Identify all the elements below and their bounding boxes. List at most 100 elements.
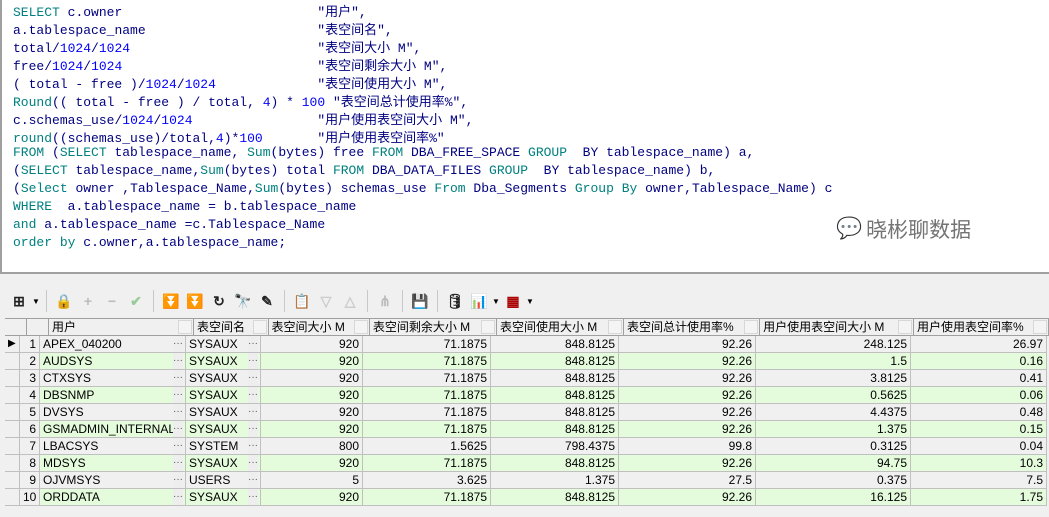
table-cell[interactable]: 71.1875: [363, 455, 491, 472]
column-filter-button[interactable]: [252, 320, 267, 334]
table-cell[interactable]: 0.375: [756, 472, 911, 489]
database-icon[interactable]: 🛢: [446, 292, 464, 309]
splitter[interactable]: [0, 276, 1049, 284]
table-cell[interactable]: GSMADMIN_INTERNAL ···: [40, 421, 186, 438]
table-cell[interactable]: 1.375: [491, 472, 619, 489]
table-cell[interactable]: 71.1875: [363, 336, 491, 353]
table-cell[interactable]: 920: [261, 489, 363, 506]
table-cell[interactable]: 71.1875: [363, 353, 491, 370]
table-cell[interactable]: APEX_040200 ···: [40, 336, 186, 353]
column-filter-button[interactable]: [608, 320, 623, 334]
table-cell[interactable]: 92.26: [619, 455, 756, 472]
fetch-last-icon[interactable]: ⏬: [186, 292, 204, 309]
table-row[interactable]: ▶ 1 APEX_040200 ··· SYSAUX ··· 920 71.1875 848.8…: [5, 336, 1049, 353]
table-cell[interactable]: 848.8125: [491, 387, 619, 404]
table-cell[interactable]: OJVMSYS ···: [40, 472, 186, 489]
table-cell[interactable]: DBSNMP ···: [40, 387, 186, 404]
table-cell[interactable]: 94.75: [756, 455, 911, 472]
table-cell[interactable]: 0.06: [911, 387, 1047, 404]
ellipsis-button[interactable]: ···: [248, 489, 258, 505]
table-cell[interactable]: 798.4375: [491, 438, 619, 455]
table-cell[interactable]: USERS ···: [186, 472, 261, 489]
ellipsis-button[interactable]: ···: [173, 489, 183, 505]
ellipsis-button[interactable]: ···: [248, 455, 258, 471]
table-cell[interactable]: 4.4375: [756, 404, 911, 421]
table-cell[interactable]: 1.75: [911, 489, 1047, 506]
table-cell[interactable]: 27.5: [619, 472, 756, 489]
table-cell[interactable]: 848.8125: [491, 421, 619, 438]
table-cell[interactable]: 920: [261, 421, 363, 438]
save-icon[interactable]: 💾: [411, 292, 429, 309]
table-cell[interactable]: 848.8125: [491, 489, 619, 506]
ellipsis-button[interactable]: ···: [173, 404, 183, 420]
ellipsis-button[interactable]: ···: [173, 370, 183, 386]
table-cell[interactable]: CTXSYS ···: [40, 370, 186, 387]
table-cell[interactable]: SYSAUX ···: [186, 387, 261, 404]
table-cell[interactable]: 16.125: [756, 489, 911, 506]
table-cell[interactable]: 92.26: [619, 404, 756, 421]
table-cell[interactable]: SYSAUX ···: [186, 489, 261, 506]
column-header[interactable]: 表空间总计使用率%: [624, 319, 761, 336]
table-cell[interactable]: 248.125: [756, 336, 911, 353]
table-cell[interactable]: 71.1875: [363, 489, 491, 506]
ellipsis-button[interactable]: ···: [248, 370, 258, 386]
table-row[interactable]: 5 DVSYS ··· SYSAUX ··· 920 71.1875 848.8125 92.2…: [5, 404, 1049, 421]
column-header[interactable]: 表空间大小 M: [268, 319, 370, 336]
table-cell[interactable]: 71.1875: [363, 370, 491, 387]
ellipsis-button[interactable]: ···: [173, 472, 183, 488]
table-cell[interactable]: 0.5625: [756, 387, 911, 404]
export-icon[interactable]: 📋: [293, 292, 311, 309]
ellipsis-button[interactable]: ···: [248, 336, 258, 352]
table-cell[interactable]: SYSAUX ···: [186, 404, 261, 421]
table-cell[interactable]: 0.15: [911, 421, 1047, 438]
ellipsis-button[interactable]: ···: [248, 387, 258, 403]
column-filter-button[interactable]: [744, 320, 759, 334]
table-row[interactable]: 8 MDSYS ··· SYSAUX ··· 920 71.1875 848.8125 92.2…: [5, 455, 1049, 472]
table-row[interactable]: 9 OJVMSYS ··· USERS ··· 5 3.625 1.375 27.5 0.375 7…: [5, 472, 1049, 489]
table-cell[interactable]: 848.8125: [491, 353, 619, 370]
table-row[interactable]: 3 CTXSYS ··· SYSAUX ··· 920 71.1875 848.8125 92.…: [5, 370, 1049, 387]
column-header[interactable]: 用户使用表空间率%: [913, 319, 1049, 336]
table-cell[interactable]: 3.8125: [756, 370, 911, 387]
ellipsis-button[interactable]: ···: [173, 421, 183, 437]
sql-editor[interactable]: SELECT c.owner "用户", a.tablespace_name "表…: [0, 0, 1049, 274]
table-cell[interactable]: 920: [261, 455, 363, 472]
dropdown-arrow-icon[interactable]: ▼: [492, 296, 500, 306]
table-cell[interactable]: 848.8125: [491, 336, 619, 353]
table-cell[interactable]: 848.8125: [491, 404, 619, 421]
sort-asc-icon[interactable]: △: [344, 292, 356, 309]
table-cell[interactable]: 92.26: [619, 421, 756, 438]
table-cell[interactable]: 92.26: [619, 489, 756, 506]
table-cell[interactable]: 26.97: [911, 336, 1047, 353]
sort-desc-icon[interactable]: ▽: [320, 292, 332, 309]
table-cell[interactable]: 7.5: [911, 472, 1047, 489]
table-row[interactable]: 4 DBSNMP ··· SYSAUX ··· 920 71.1875 848.8125 92.…: [5, 387, 1049, 404]
table-row[interactable]: 2 AUDSYS ··· SYSAUX ··· 920 71.1875 848.8125 92.…: [5, 353, 1049, 370]
table-cell[interactable]: 92.26: [619, 370, 756, 387]
table-icon[interactable]: ▦: [506, 292, 520, 309]
table-cell[interactable]: 10.3: [911, 455, 1047, 472]
table-cell[interactable]: 1.375: [756, 421, 911, 438]
table-cell[interactable]: 99.8: [619, 438, 756, 455]
table-cell[interactable]: SYSAUX ···: [186, 370, 261, 387]
table-row[interactable]: 6 GSMADMIN_INTERNAL ··· SYSAUX ··· 920 71.1875…: [5, 421, 1049, 438]
table-cell[interactable]: 0.48: [911, 404, 1047, 421]
column-filter-button[interactable]: [1033, 320, 1047, 334]
ellipsis-button[interactable]: ···: [173, 353, 183, 369]
table-cell[interactable]: 92.26: [619, 387, 756, 404]
table-cell[interactable]: 0.04: [911, 438, 1047, 455]
column-filter-button[interactable]: [480, 320, 495, 334]
find-icon[interactable]: 🔭: [234, 292, 252, 309]
ellipsis-button[interactable]: ···: [248, 472, 258, 488]
table-cell[interactable]: 920: [261, 387, 363, 404]
table-cell[interactable]: SYSAUX ···: [186, 455, 261, 472]
table-cell[interactable]: 920: [261, 353, 363, 370]
column-header[interactable]: 表空间名: [193, 319, 269, 336]
column-filter-button[interactable]: [177, 320, 192, 334]
column-filter-button[interactable]: [353, 320, 368, 334]
table-cell[interactable]: 0.16: [911, 353, 1047, 370]
fetch-next-icon[interactable]: ⏬: [162, 292, 180, 309]
tree-icon[interactable]: ⋔: [379, 292, 391, 309]
table-cell[interactable]: 71.1875: [363, 421, 491, 438]
ellipsis-button[interactable]: ···: [248, 353, 258, 369]
